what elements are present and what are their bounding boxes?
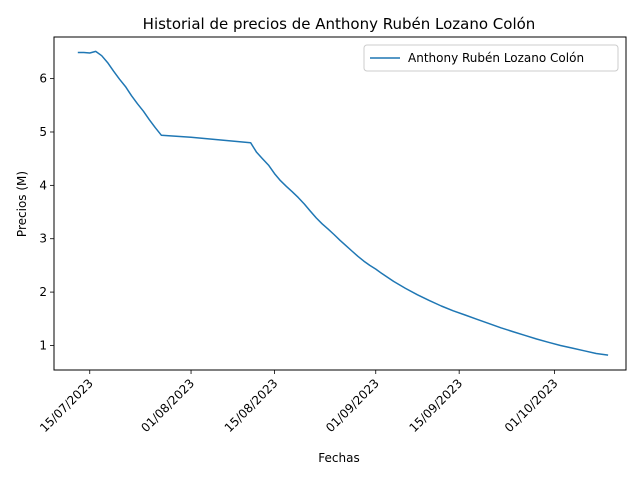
plot-frame bbox=[53, 36, 627, 371]
x-axis-label: Fechas bbox=[318, 451, 359, 465]
x-tick-label: 15/08/2023 bbox=[222, 376, 281, 435]
x-tick-label: 15/09/2023 bbox=[406, 376, 465, 435]
x-tick-label: 01/09/2023 bbox=[323, 376, 382, 435]
y-axis-label: Precios (M) bbox=[15, 171, 29, 237]
series-line bbox=[77, 50, 609, 356]
y-tick-label: 1 bbox=[39, 338, 47, 352]
y-tick-label: 2 bbox=[39, 285, 47, 299]
x-axis-ticks: 15/07/2023 01/08/2023 15/08/2023 01/09/2023… bbox=[37, 370, 561, 435]
y-tick-label: 3 bbox=[39, 232, 47, 246]
chart-title: Historial de precios de Anthony Rubén Lo… bbox=[143, 15, 536, 33]
legend: Anthony Rubén Lozano Colón bbox=[363, 44, 619, 72]
x-tick-label: 15/07/2023 bbox=[37, 376, 96, 435]
y-tick-label: 6 bbox=[39, 72, 47, 86]
y-tick-label: 4 bbox=[39, 178, 47, 192]
legend-box bbox=[363, 44, 619, 72]
x-tick-label: 01/10/2023 bbox=[502, 376, 561, 435]
plot-area bbox=[54, 37, 626, 370]
y-tick-label: 5 bbox=[39, 125, 47, 139]
y-axis-ticks: 1 2 3 4 5 6 bbox=[39, 72, 54, 352]
legend-label: Anthony Rubén Lozano Colón bbox=[408, 51, 584, 65]
x-tick-label: 01/08/2023 bbox=[138, 376, 197, 435]
series-layer bbox=[77, 50, 609, 356]
